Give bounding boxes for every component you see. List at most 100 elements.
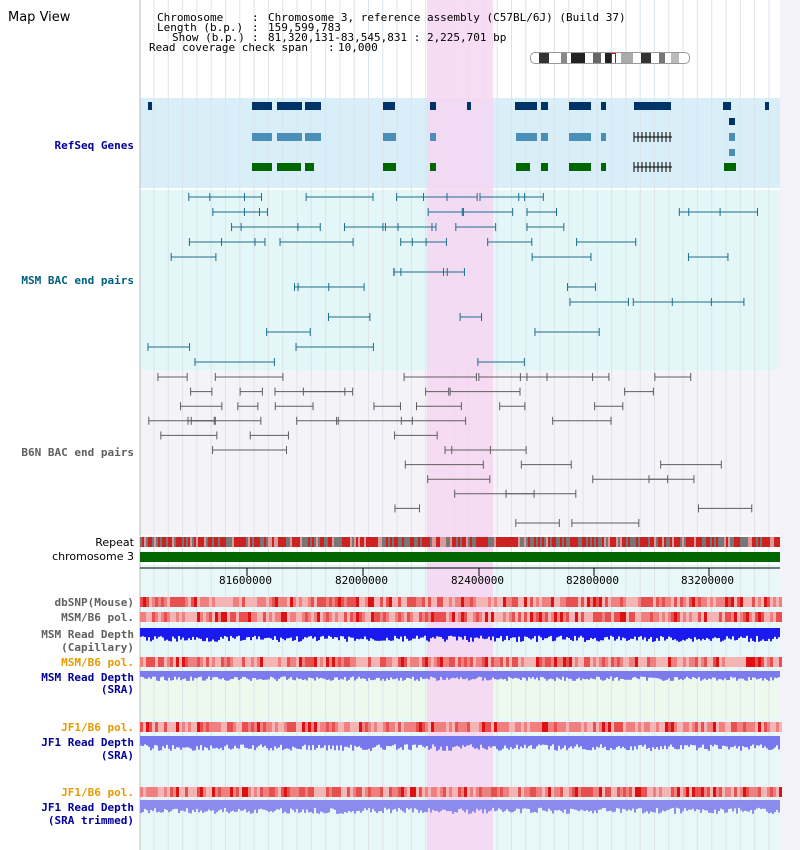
coverage-sep: :	[328, 41, 335, 54]
track-label-msm-depth-sra[interactable]: MSM Read Depth	[41, 671, 134, 684]
heat-cell	[734, 722, 737, 732]
depth-bar	[672, 671, 674, 681]
depth-bar	[622, 628, 624, 638]
heat-cell	[488, 657, 491, 667]
depth-bar	[710, 628, 712, 641]
heat-cell	[395, 722, 398, 732]
chromosome-ideogram[interactable]	[530, 52, 690, 64]
depth-bar	[528, 736, 530, 747]
heat-cell	[167, 722, 170, 732]
depth-bar	[726, 800, 728, 813]
track-label-jf1-b6-pol-2[interactable]: JF1/B6 pol.	[61, 786, 134, 799]
heat-cell	[458, 657, 461, 667]
depth-bar	[260, 671, 262, 680]
heat-cell	[278, 787, 281, 797]
heat-cell	[542, 657, 545, 667]
depth-bar	[282, 736, 284, 751]
heat-cell	[407, 612, 410, 622]
heat-cell	[494, 657, 497, 667]
track-label-jf1-b6-pol[interactable]: JF1/B6 pol.	[61, 721, 134, 734]
depth-bar	[594, 800, 596, 811]
depth-bar	[324, 671, 326, 679]
depth-bar	[584, 628, 586, 642]
heat-cell	[551, 597, 554, 607]
track-label-repeat[interactable]: Repeat	[95, 536, 134, 549]
depth-bar	[640, 671, 642, 677]
depth-bar	[754, 736, 756, 749]
heat-cell	[638, 612, 641, 622]
heat-cell	[737, 787, 740, 797]
depth-bar	[756, 671, 758, 680]
track-label-jf1-depth-trim[interactable]: JF1 Read Depth	[41, 801, 134, 814]
heat-cell	[206, 657, 209, 667]
depth-bar	[762, 671, 764, 681]
heat-cell	[716, 787, 719, 797]
heat-cell	[272, 722, 275, 732]
heat-cell	[332, 657, 335, 667]
track-label-dbsnp[interactable]: dbSNP(Mouse)	[54, 596, 134, 609]
depth-bar	[676, 671, 678, 678]
repeat-mark	[596, 537, 598, 547]
repeat-mark	[542, 537, 544, 547]
repeat-mark	[458, 537, 460, 547]
repeat-mark	[536, 537, 538, 547]
depth-bar	[406, 628, 408, 639]
depth-bar	[428, 800, 430, 809]
track-label-msm-bac[interactable]: MSM BAC end pairs	[21, 274, 134, 287]
repeat-mark	[584, 537, 586, 547]
heat-cell	[533, 787, 536, 797]
depth-bar	[576, 736, 578, 745]
repeat-mark	[452, 537, 454, 547]
depth-bar	[368, 800, 370, 808]
depth-bar	[262, 671, 264, 681]
heat-cell	[383, 722, 386, 732]
track-label-jf1-depth-sra[interactable]: JF1 Read Depth	[41, 736, 134, 749]
heat-cell	[524, 787, 527, 797]
depth-bar	[398, 671, 400, 681]
heat-cell	[704, 787, 707, 797]
depth-bar	[300, 628, 302, 642]
track-label-chromosome[interactable]: chromosome 3	[52, 550, 134, 563]
heat-cell	[149, 612, 152, 622]
heat-cell	[389, 612, 392, 622]
track-label-msm-b6-pol-2[interactable]: MSM/B6 pol.	[61, 656, 134, 669]
depth-bar	[726, 736, 728, 747]
depth-bar	[276, 800, 278, 810]
depth-bar	[534, 800, 536, 812]
depth-bar	[412, 800, 414, 813]
depth-bar	[482, 628, 484, 639]
track-label-msm-depth-cap[interactable]: MSM Read Depth	[41, 628, 134, 641]
heat-cell	[614, 787, 617, 797]
heat-cell	[773, 722, 776, 732]
depth-bar	[754, 628, 756, 642]
heat-cell	[497, 657, 500, 667]
heat-cell	[263, 722, 266, 732]
gene-exon	[148, 102, 152, 110]
depth-bar	[394, 800, 396, 809]
heat-cell	[353, 722, 356, 732]
depth-bar	[736, 628, 738, 641]
heat-cell	[386, 722, 389, 732]
heat-cell	[326, 612, 329, 622]
heat-cell	[608, 722, 611, 732]
depth-bar	[380, 736, 382, 748]
depth-bar	[700, 628, 702, 641]
track-label-b6n-bac[interactable]: B6N BAC end pairs	[21, 446, 134, 459]
depth-bar	[650, 628, 652, 637]
depth-bar	[432, 628, 434, 638]
repeat-mark	[636, 537, 638, 547]
heat-cell	[245, 722, 248, 732]
heat-cell	[674, 657, 677, 667]
heat-cell	[500, 787, 503, 797]
depth-bar	[374, 736, 376, 748]
heat-cell	[422, 612, 425, 622]
heat-cell	[779, 612, 782, 622]
track-label-refseq[interactable]: RefSeq Genes	[54, 139, 134, 152]
depth-bar	[166, 736, 168, 745]
track-label-msm-b6-pol[interactable]: MSM/B6 pol.	[61, 611, 134, 624]
heat-cell	[740, 597, 743, 607]
heat-cell	[566, 612, 569, 622]
heat-cell	[563, 597, 566, 607]
heat-cell	[254, 722, 257, 732]
heat-cell	[434, 722, 437, 732]
